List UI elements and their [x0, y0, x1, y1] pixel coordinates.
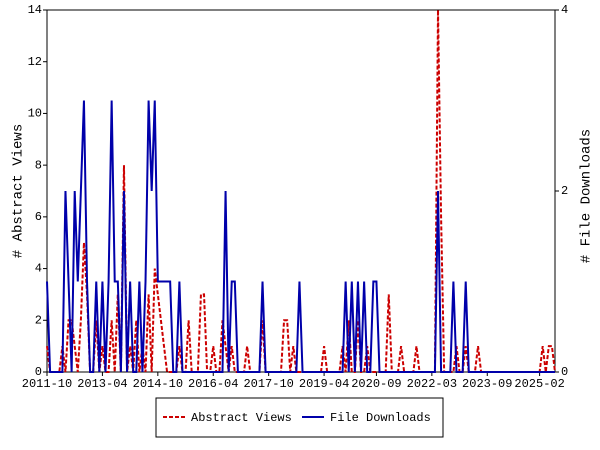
x-tick-label: 2011-10 [22, 377, 72, 391]
y-tick-label: 0 [35, 365, 42, 379]
y-tick-label: 8 [35, 158, 42, 172]
x-tick-label: 2017-10 [243, 377, 293, 391]
legend-label: File Downloads [330, 411, 431, 425]
x-tick-label: 2023-09 [462, 377, 512, 391]
y-tick-label: 4 [35, 262, 42, 276]
y2-tick-label: 0 [561, 365, 568, 379]
y-tick-label: 14 [28, 3, 42, 17]
series-line [46, 100, 555, 373]
y2-tick-label: 4 [561, 3, 568, 17]
legend-label: Abstract Views [191, 411, 292, 425]
y2-tick-label: 2 [561, 184, 568, 198]
x-tick-label: 2020-09 [351, 377, 401, 391]
x-tick-label: 2016-04 [188, 377, 238, 391]
y2-axis-title: # File Downloads [579, 129, 595, 263]
legend-box [155, 397, 444, 438]
y-axis-title: # Abstract Views [11, 124, 27, 258]
y-tick-label: 12 [28, 55, 42, 69]
x-tick-label: 2014-10 [133, 377, 183, 391]
x-tick-label: 2019-04 [299, 377, 349, 391]
y-tick-label: 6 [35, 210, 42, 224]
y-tick-label: 10 [28, 107, 42, 121]
series-line [46, 9, 556, 373]
x-tick-label: 2025-02 [514, 377, 564, 391]
x-tick-label: 2022-03 [407, 377, 457, 391]
x-tick-label: 2013-04 [77, 377, 127, 391]
y-tick-label: 2 [35, 313, 42, 327]
